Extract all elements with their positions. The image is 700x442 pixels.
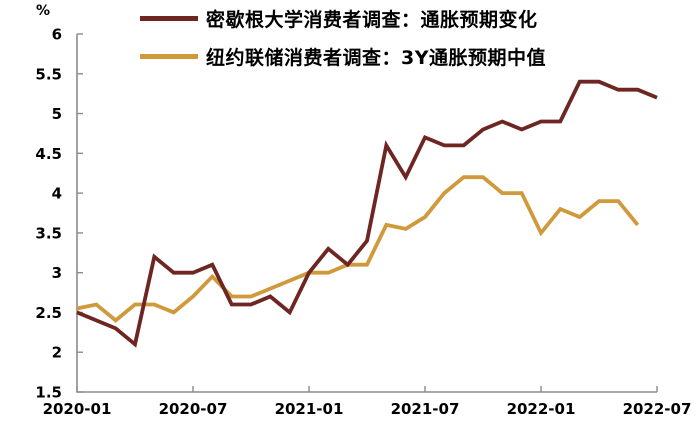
y-tick-label: 3 — [52, 264, 62, 282]
y-tick-label: 1.5 — [35, 384, 62, 402]
x-tick-label: 2020-01 — [43, 400, 112, 418]
y-tick-label: 2.5 — [35, 304, 62, 322]
y-tick-label: 4.5 — [35, 145, 62, 163]
y-tick-label: 6 — [52, 26, 62, 44]
legend-line-swatch-michigan — [140, 15, 198, 21]
legend-item-nyfed: 纽约联储消费者调查：3Y通胀预期中值 — [140, 42, 546, 70]
y-tick-label: 3.5 — [35, 224, 62, 242]
y-tick-label: 5.5 — [35, 65, 62, 83]
legend: 密歇根大学消费者调查：通胀预期变化 纽约联储消费者调查：3Y通胀预期中值 — [140, 4, 546, 80]
michigan-line — [76, 79, 658, 348]
x-tick-label: 2022-07 — [623, 400, 692, 418]
y-axis-unit-label: % — [36, 3, 51, 19]
x-tick-label: 2021-07 — [391, 400, 460, 418]
legend-item-michigan: 密歇根大学消费者调查：通胀预期变化 — [140, 4, 546, 32]
nyfed-line — [76, 175, 640, 323]
legend-label-michigan: 密歇根大学消费者调查：通胀预期变化 — [206, 8, 538, 31]
legend-label-nyfed: 纽约联储消费者调查：3Y通胀预期中值 — [206, 46, 546, 69]
y-tick-label: 5 — [52, 105, 62, 123]
x-tick-label: 2020-07 — [159, 400, 228, 418]
x-tick-label: 2022-01 — [507, 400, 576, 418]
x-tick-label: 2021-01 — [275, 400, 344, 418]
y-tick-label: 2 — [52, 344, 62, 362]
legend-line-swatch-nyfed — [140, 53, 198, 59]
y-tick-label: 4 — [52, 185, 62, 203]
